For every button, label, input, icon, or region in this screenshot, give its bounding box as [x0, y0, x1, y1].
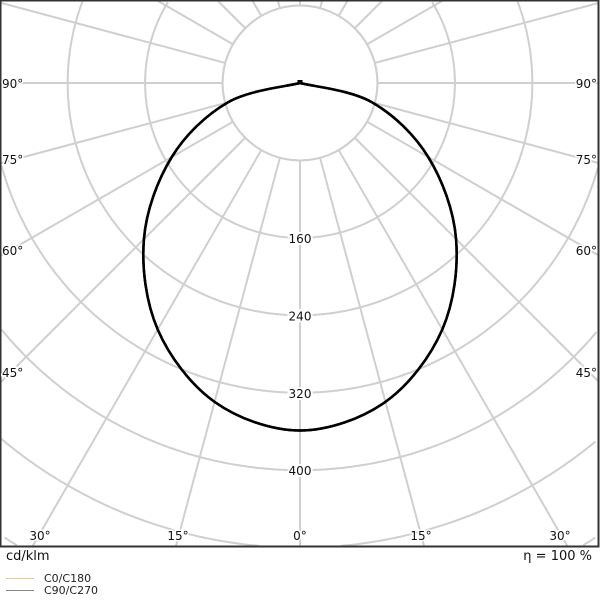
- angle-label-bottom: 0°: [293, 529, 307, 543]
- angle-gridline: [374, 102, 599, 164]
- legend-item-c90: C90/C270: [6, 584, 98, 597]
- legend-line: [6, 578, 34, 579]
- angle-label-left: 90°: [2, 77, 23, 91]
- radial-gridline: [0, 165, 599, 394]
- curve-origin-marker: [297, 80, 303, 84]
- radial-tick-label: 160: [289, 232, 312, 246]
- radial-gridline: [4, 536, 596, 547]
- angle-gridline: [174, 157, 281, 547]
- angle-gridline: [354, 137, 599, 382]
- efficiency-label: η = 100 %: [523, 549, 592, 564]
- angle-gridline: [354, 0, 383, 29]
- angle-gridline: [251, 0, 263, 17]
- series-curve-c0-c180: [142, 81, 458, 432]
- plot-frame: [0, 0, 600, 548]
- angle-label-bottom: 30°: [549, 529, 570, 543]
- angle-gridline: [0, 102, 226, 165]
- radial-gridline: [66, 1, 534, 317]
- angle-label-right: 90°: [576, 77, 597, 91]
- angle-gridline: [366, 0, 443, 46]
- angle-label-right: 45°: [576, 366, 597, 380]
- angle-gridline: [0, 137, 246, 383]
- angle-gridline: [277, 0, 281, 9]
- angle-gridline: [337, 149, 569, 547]
- angle-gridline: [31, 149, 263, 547]
- legend-label: C0/C180: [44, 572, 92, 585]
- plot-area: 160 240 320 400: [0, 0, 599, 547]
- angle-label-right: 75°: [576, 153, 597, 167]
- angle-gridline: [374, 2, 599, 64]
- radial-tick-label: 240: [289, 309, 312, 323]
- angle-gridline: [0, 120, 234, 257]
- angle-label-bottom: 15°: [410, 529, 431, 543]
- angle-label-left: 60°: [2, 244, 23, 258]
- legend-label: C90/C270: [44, 584, 99, 597]
- angle-gridline: [337, 0, 349, 17]
- legend-line: [6, 590, 34, 591]
- angle-gridline: [319, 157, 426, 547]
- radial-tick-label: 400: [289, 464, 312, 478]
- radial-gridline: [0, 438, 597, 547]
- radial-gridline: [221, 4, 379, 162]
- angle-gridline: [366, 120, 599, 256]
- angle-label-right: 60°: [576, 244, 597, 258]
- angle-label-bottom: 15°: [167, 529, 188, 543]
- angle-gridline: [319, 0, 323, 9]
- unit-label: cd/klm: [6, 549, 50, 564]
- angle-label-left: 75°: [2, 153, 23, 167]
- radial-gridline: [144, 1, 456, 239]
- legend-item-c0: C0/C180: [6, 572, 91, 585]
- radial-gridline: [0, 328, 598, 472]
- angle-gridline: [0, 1, 226, 64]
- radial-tick-label: 320: [289, 387, 312, 401]
- angle-gridline: [217, 0, 246, 29]
- angle-label-left: 45°: [2, 366, 23, 380]
- angle-gridline: [157, 0, 234, 46]
- angle-label-bottom: 30°: [29, 529, 50, 543]
